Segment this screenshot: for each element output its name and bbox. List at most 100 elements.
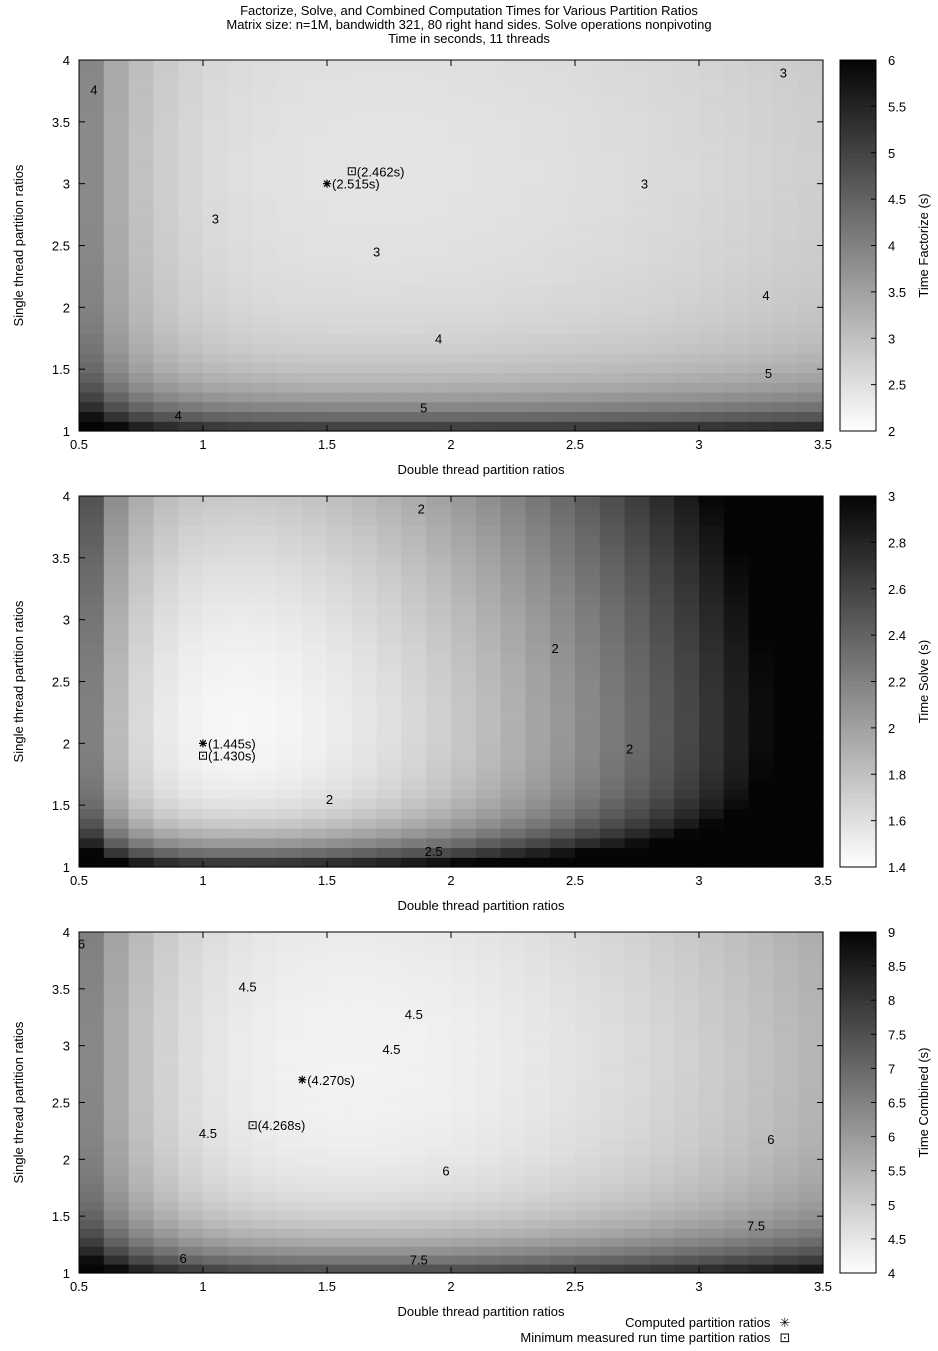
heatmap-cell (798, 391, 824, 403)
heatmap-cell (351, 958, 378, 969)
heatmap-cell (649, 574, 675, 585)
heatmap-cell (798, 671, 824, 683)
colorbar-step (840, 1187, 876, 1193)
heatmap-cell (203, 535, 229, 546)
colorbar-step (840, 616, 876, 622)
contour-label: 2 (418, 501, 425, 516)
heatmap-cell (624, 167, 650, 178)
heatmap-cell (376, 157, 402, 168)
heatmap-cell (178, 1003, 204, 1014)
heatmap-cell (798, 691, 824, 702)
heatmap-cell (773, 69, 799, 81)
heatmap-cell (327, 535, 353, 546)
heatmap-cell (624, 1210, 650, 1220)
contour-label: 2.5 (425, 844, 443, 859)
measured-ratio-label: (2.462s) (357, 164, 405, 179)
colorbar-step (840, 1260, 876, 1266)
heatmap-cell (451, 333, 477, 344)
heatmap-cell (599, 661, 626, 673)
heatmap-cell (351, 1030, 378, 1041)
heatmap-cell (723, 671, 750, 683)
heatmap-cell (203, 1129, 229, 1139)
heatmap-cell (302, 759, 328, 770)
heatmap-cell (748, 147, 774, 159)
heatmap-cell (252, 574, 278, 585)
heatmap-cell (376, 1111, 402, 1122)
heatmap-cell (178, 274, 204, 286)
heatmap-cell (550, 79, 576, 90)
heatmap-cell (525, 1093, 551, 1104)
heatmap-cell (500, 1210, 526, 1220)
heatmap-cell (624, 1156, 650, 1166)
heatmap-cell (277, 343, 303, 354)
heatmap-cell (302, 1066, 328, 1077)
heatmap-cell (128, 1264, 154, 1274)
colorbar-step (840, 686, 876, 692)
heatmap-cell (227, 1255, 254, 1265)
heatmap-cell (79, 235, 105, 247)
heatmap-cell (103, 294, 130, 305)
heatmap-cell (451, 496, 477, 507)
heatmap-cell (699, 1210, 725, 1220)
heatmap-cell (203, 284, 229, 295)
heatmap-cell (401, 1102, 427, 1113)
heatmap-cell (277, 60, 303, 71)
heatmap-cell (277, 1102, 303, 1113)
heatmap-cell (426, 186, 452, 198)
heatmap-cell (575, 593, 601, 604)
heatmap-cell (103, 593, 130, 604)
heatmap-cell (451, 196, 477, 208)
heatmap-cell (723, 808, 750, 819)
colorbar-step (840, 254, 876, 261)
heatmap-cell (451, 1120, 477, 1131)
heatmap-cell (773, 294, 799, 305)
heatmap-cell (451, 157, 477, 168)
heatmap-cell (773, 1003, 799, 1014)
heatmap-cell (773, 759, 799, 770)
heatmap-cell (599, 1183, 626, 1193)
heatmap-cell (153, 225, 179, 237)
heatmap-cell (475, 1030, 502, 1041)
heatmap-cell (227, 940, 254, 951)
heatmap-cell (624, 958, 650, 969)
heatmap-cell (153, 622, 179, 634)
heatmap-cell (550, 622, 576, 634)
heatmap-cell (550, 411, 576, 422)
heatmap-cell (252, 837, 278, 849)
heatmap-cell (649, 958, 675, 969)
heatmap-cell (79, 940, 105, 951)
heatmap-cell (252, 1120, 278, 1131)
heatmap-cell (624, 1048, 650, 1059)
heatmap-cell (376, 827, 402, 839)
heatmap-cell (128, 574, 154, 585)
colorbar-step (840, 1243, 876, 1249)
heatmap-cell (401, 652, 427, 663)
heatmap-cell (674, 1237, 700, 1247)
heatmap-cell (203, 352, 229, 364)
heatmap-cell (153, 284, 179, 295)
heatmap-cell (773, 544, 799, 556)
heatmap-cell (674, 681, 700, 692)
heatmap-cell (351, 671, 378, 683)
heatmap-cell (227, 691, 254, 702)
heatmap-cell (178, 401, 204, 413)
heatmap-cell (624, 798, 650, 810)
heatmap-cell (500, 847, 526, 858)
heatmap-cell (674, 118, 700, 129)
heatmap-cell (401, 274, 427, 286)
heatmap-cell (798, 779, 824, 790)
heatmap-cell (798, 554, 824, 565)
heatmap-cell (351, 343, 378, 354)
heatmap-cell (624, 333, 650, 344)
heatmap-cell (550, 235, 576, 247)
heatmap-cell (277, 994, 303, 1005)
heatmap-cell (748, 544, 774, 556)
heatmap-cell (525, 1012, 551, 1023)
heatmap-cell (500, 1048, 526, 1059)
heatmap-cell (128, 177, 154, 188)
heatmap-cell (575, 401, 601, 413)
contour-label: 4 (435, 331, 442, 346)
heatmap-cell (178, 1156, 204, 1166)
heatmap-cell (500, 932, 526, 942)
heatmap-cell (773, 128, 799, 139)
